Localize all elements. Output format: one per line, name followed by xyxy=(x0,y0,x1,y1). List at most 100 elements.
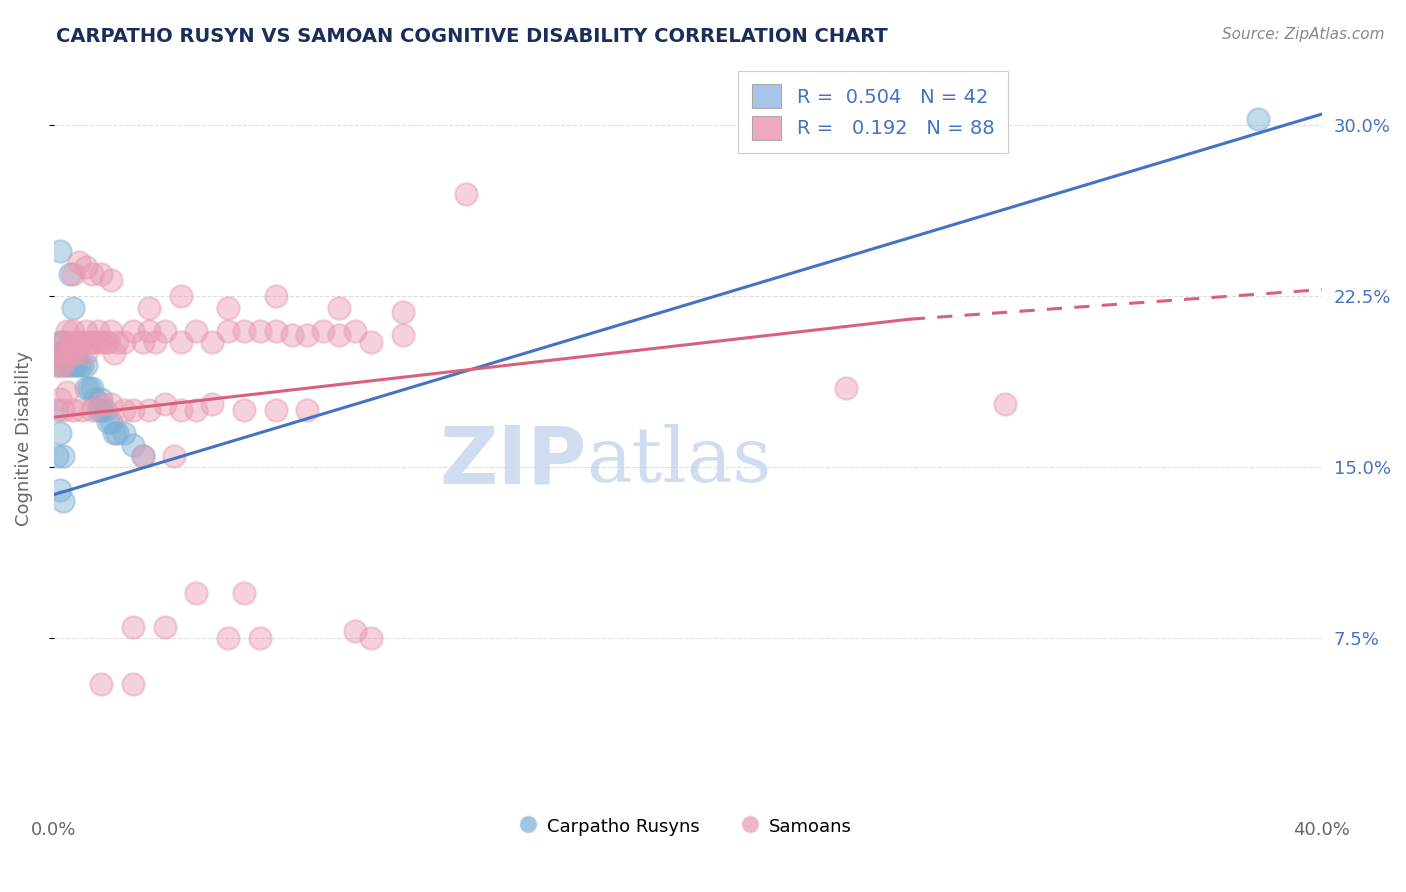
Point xyxy=(77,334,100,349)
Point xyxy=(201,396,224,410)
Point xyxy=(90,396,112,410)
Point xyxy=(55,324,77,338)
Point xyxy=(122,324,145,338)
Point xyxy=(122,620,145,634)
Point xyxy=(131,449,153,463)
Point xyxy=(343,324,366,338)
Point xyxy=(131,449,153,463)
Point xyxy=(52,334,75,349)
Point xyxy=(217,324,239,338)
Point xyxy=(65,346,87,360)
Point xyxy=(87,324,110,338)
Point xyxy=(62,346,84,360)
Point xyxy=(105,426,128,441)
Point xyxy=(62,301,84,315)
Point xyxy=(72,358,94,372)
Point xyxy=(100,415,122,429)
Point xyxy=(49,358,72,372)
Point xyxy=(90,267,112,281)
Point xyxy=(80,267,103,281)
Point xyxy=(90,677,112,691)
Point xyxy=(131,334,153,349)
Legend: Carpatho Rusyns, Samoans: Carpatho Rusyns, Samoans xyxy=(517,808,859,845)
Point xyxy=(55,358,77,372)
Point xyxy=(233,585,256,599)
Text: ZIP: ZIP xyxy=(439,422,586,500)
Point xyxy=(52,449,75,463)
Point xyxy=(90,392,112,406)
Point xyxy=(138,324,160,338)
Point xyxy=(55,346,77,360)
Point xyxy=(80,334,103,349)
Point xyxy=(360,631,382,645)
Point xyxy=(49,346,72,360)
Y-axis label: Cognitive Disability: Cognitive Disability xyxy=(15,351,32,526)
Point xyxy=(67,255,90,269)
Point xyxy=(122,437,145,451)
Point xyxy=(163,449,186,463)
Point xyxy=(75,346,97,360)
Point xyxy=(93,334,115,349)
Point xyxy=(264,403,287,417)
Point xyxy=(62,324,84,338)
Point xyxy=(75,358,97,372)
Point xyxy=(72,334,94,349)
Point xyxy=(143,334,166,349)
Point xyxy=(49,346,72,360)
Point xyxy=(52,334,75,349)
Point xyxy=(112,334,135,349)
Point xyxy=(59,267,82,281)
Point xyxy=(264,324,287,338)
Point xyxy=(122,403,145,417)
Point xyxy=(67,358,90,372)
Point xyxy=(97,334,120,349)
Point xyxy=(328,301,350,315)
Point xyxy=(59,334,82,349)
Point xyxy=(46,403,69,417)
Point xyxy=(112,426,135,441)
Point xyxy=(46,346,69,360)
Point xyxy=(103,346,125,360)
Point xyxy=(62,267,84,281)
Point xyxy=(153,396,176,410)
Text: Source: ZipAtlas.com: Source: ZipAtlas.com xyxy=(1222,27,1385,42)
Point xyxy=(72,403,94,417)
Point xyxy=(52,358,75,372)
Point xyxy=(138,301,160,315)
Point xyxy=(153,324,176,338)
Point xyxy=(138,403,160,417)
Point xyxy=(93,403,115,417)
Point xyxy=(77,380,100,394)
Point xyxy=(49,392,72,406)
Point xyxy=(103,426,125,441)
Point xyxy=(62,403,84,417)
Point xyxy=(75,260,97,274)
Point xyxy=(52,358,75,372)
Point xyxy=(328,328,350,343)
Point xyxy=(264,289,287,303)
Point xyxy=(343,624,366,639)
Text: CARPATHO RUSYN VS SAMOAN COGNITIVE DISABILITY CORRELATION CHART: CARPATHO RUSYN VS SAMOAN COGNITIVE DISAB… xyxy=(56,27,889,45)
Point xyxy=(59,358,82,372)
Point xyxy=(52,403,75,417)
Point xyxy=(46,449,69,463)
Point xyxy=(297,403,319,417)
Point xyxy=(49,426,72,441)
Point xyxy=(297,328,319,343)
Point xyxy=(186,324,208,338)
Point xyxy=(312,324,335,338)
Point xyxy=(112,403,135,417)
Point xyxy=(100,324,122,338)
Point xyxy=(49,334,72,349)
Point xyxy=(80,380,103,394)
Point xyxy=(84,334,107,349)
Point xyxy=(65,346,87,360)
Point xyxy=(62,358,84,372)
Point xyxy=(169,289,191,303)
Point xyxy=(59,346,82,360)
Point xyxy=(97,415,120,429)
Point xyxy=(1247,112,1270,126)
Point xyxy=(55,346,77,360)
Point xyxy=(360,334,382,349)
Point xyxy=(62,346,84,360)
